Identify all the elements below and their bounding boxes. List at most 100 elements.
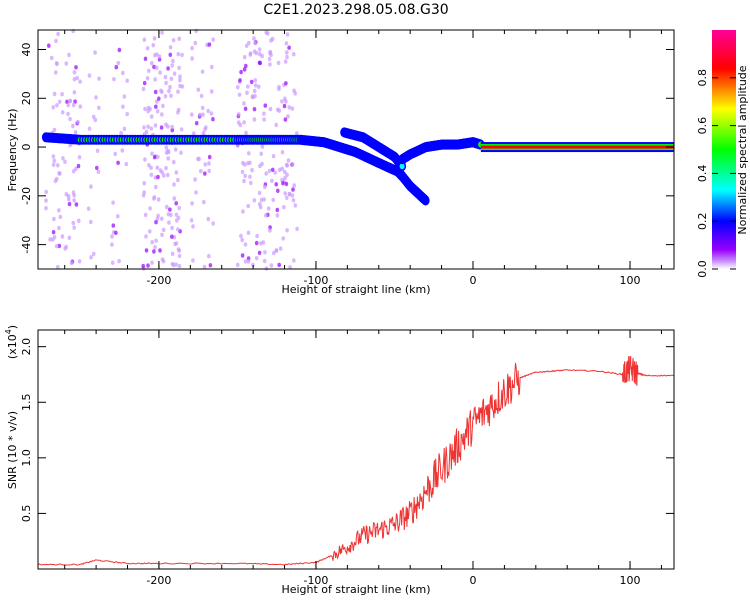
x-tick-label: -100	[303, 274, 328, 287]
noise-mark	[58, 171, 62, 176]
snr-y-scale: (x104)	[4, 325, 19, 359]
noise-mark	[150, 260, 154, 265]
x-tick-label: -200	[146, 274, 171, 287]
noise-mark	[77, 218, 81, 223]
noise-mark	[267, 168, 272, 174]
noise-mark	[47, 43, 51, 48]
noise-mark	[263, 250, 267, 255]
noise-mark	[158, 70, 162, 75]
x-tick-label: 100	[620, 574, 641, 587]
noise-mark	[253, 83, 258, 88]
noise-mark	[167, 220, 171, 225]
noise-mark	[110, 242, 114, 247]
noise-mark	[54, 244, 59, 249]
noise-mark	[211, 37, 215, 42]
noise-mark	[142, 80, 147, 86]
noise-mark	[174, 241, 179, 246]
noise-mark	[284, 162, 289, 168]
noise-mark	[67, 197, 71, 202]
noise-mark	[242, 120, 246, 125]
snr-x-label: Height of straight line (km)	[281, 583, 430, 596]
noise-mark	[240, 237, 244, 243]
noise-mark	[55, 176, 59, 182]
noise-mark	[155, 109, 160, 114]
noise-mark	[170, 128, 175, 133]
noise-mark	[51, 162, 56, 167]
noise-mark	[71, 102, 76, 108]
noise-mark	[152, 64, 156, 70]
noise-mark	[55, 103, 59, 108]
noise-mark	[154, 184, 158, 190]
noise-mark	[263, 103, 268, 108]
noise-mark	[178, 78, 182, 83]
noise-mark	[253, 78, 258, 83]
noise-mark	[91, 114, 96, 120]
noise-mark	[52, 158, 57, 163]
noise-mark	[285, 228, 289, 233]
noise-mark	[161, 259, 166, 264]
noise-mark	[161, 103, 165, 109]
noise-mark	[60, 110, 65, 115]
noise-mark	[246, 84, 250, 89]
noise-mark	[283, 191, 288, 196]
noise-mark	[199, 169, 203, 174]
noise-mark	[259, 151, 264, 156]
noise-mark	[159, 125, 164, 130]
noise-mark	[268, 49, 273, 55]
noise-mark	[190, 56, 194, 61]
noise-mark	[282, 205, 286, 210]
noise-mark	[52, 127, 57, 133]
noise-mark	[76, 163, 81, 169]
noise-mark	[176, 110, 180, 115]
noise-mark	[238, 78, 242, 83]
chart-title: C2E1.2023.298.05.08.G30	[263, 2, 448, 18]
noise-mark	[142, 181, 146, 186]
noise-mark	[172, 182, 176, 187]
snr-series-line	[37, 355, 675, 566]
noise-mark	[254, 50, 259, 56]
noise-mark	[113, 151, 117, 157]
noise-mark	[170, 63, 174, 68]
noise-mark	[193, 177, 197, 182]
noise-mark	[95, 165, 99, 171]
noise-mark	[116, 160, 120, 165]
noise-mark	[71, 220, 76, 226]
noise-mark	[174, 212, 179, 217]
noise-mark	[61, 156, 65, 161]
noise-mark	[178, 83, 182, 89]
noise-mark	[72, 198, 76, 203]
noise-mark	[177, 248, 181, 253]
noise-mark	[148, 229, 152, 234]
noise-mark	[149, 172, 154, 177]
noise-mark	[257, 250, 262, 255]
noise-mark	[270, 178, 274, 183]
noise-mark	[241, 209, 245, 214]
noise-mark	[155, 216, 160, 221]
noise-mark	[166, 156, 170, 161]
noise-mark	[87, 73, 92, 78]
noise-mark	[176, 177, 180, 183]
noise-mark	[283, 175, 287, 180]
noise-mark	[235, 262, 240, 268]
noise-mark	[250, 167, 254, 173]
noise-mark	[68, 98, 72, 104]
noise-mark	[168, 52, 173, 57]
noise-mark	[291, 52, 296, 57]
noise-mark	[97, 76, 101, 81]
noise-mark	[91, 251, 96, 257]
noise-mark	[155, 99, 159, 104]
noise-mark	[171, 38, 176, 43]
noise-mark	[150, 151, 154, 156]
noise-mark	[237, 92, 242, 97]
noise-mark	[269, 38, 273, 43]
snr-background	[38, 330, 674, 569]
noise-mark	[60, 234, 65, 239]
noise-mark	[235, 143, 240, 148]
noise-mark	[177, 263, 182, 269]
noise-mark	[236, 120, 241, 125]
noise-mark	[93, 50, 97, 55]
noise-mark	[71, 123, 75, 129]
noise-mark	[252, 88, 257, 94]
noise-mark	[110, 234, 114, 239]
noise-mark	[72, 90, 77, 95]
